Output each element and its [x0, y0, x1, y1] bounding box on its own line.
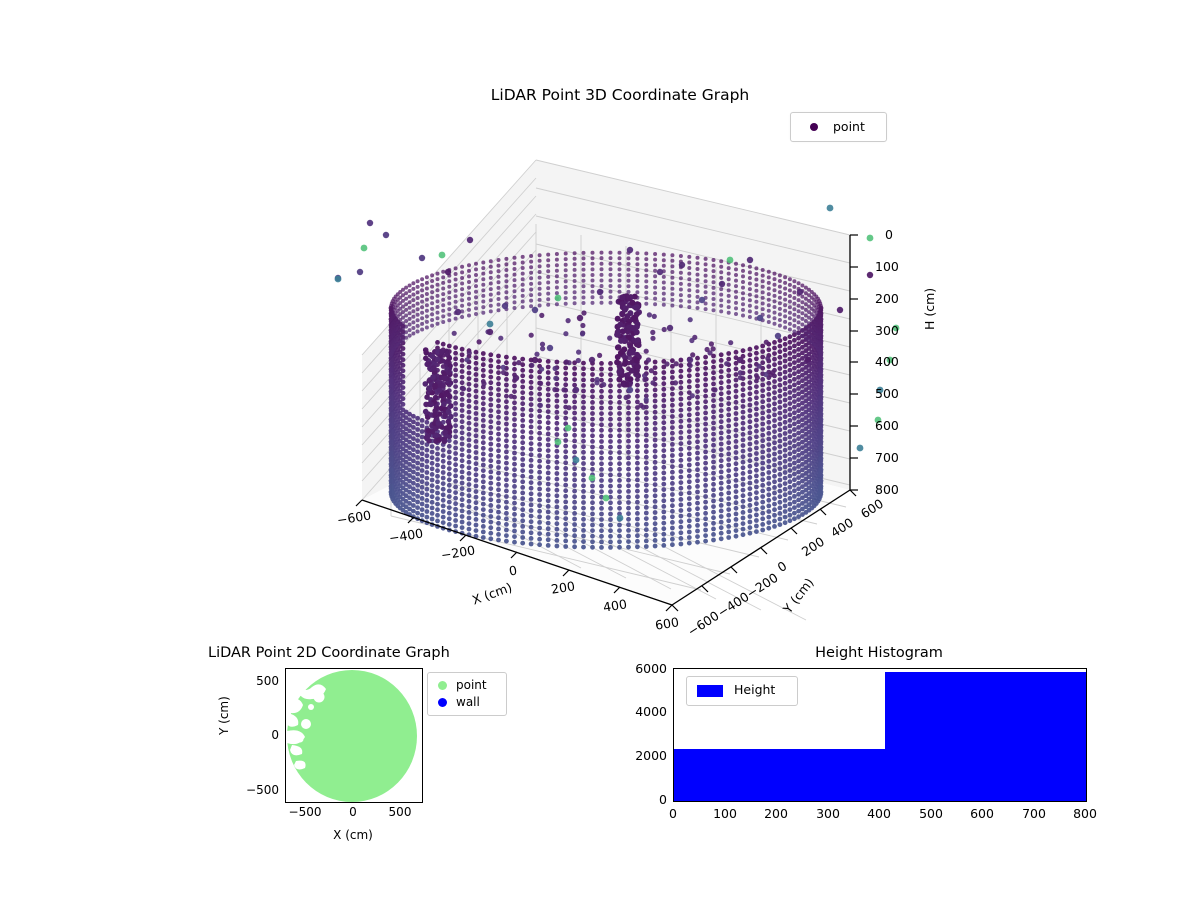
- plot2d-x-tick: 0: [349, 805, 357, 819]
- z-tick-label: 300: [875, 323, 899, 338]
- histogram-legend[interactable]: Height: [686, 676, 798, 706]
- plot2d-y-axis-label: Y (cm): [217, 696, 231, 735]
- legend-wall-label: wall: [456, 695, 480, 709]
- plot2d-x-tick: 500: [389, 805, 412, 819]
- histogram-x-tick: 100: [713, 806, 737, 821]
- z-tick-label: 400: [875, 354, 899, 369]
- histogram-x-tick: 0: [669, 806, 677, 821]
- histogram-bar: [885, 672, 1086, 801]
- histogram-title: Height Histogram: [815, 645, 943, 661]
- plot3d-canvas: [330, 60, 970, 640]
- figure-canvas: LiDAR Point 3D Coordinate Graph point: [0, 0, 1200, 900]
- lidar-3d-plot-panel: LiDAR Point 3D Coordinate Graph point: [330, 60, 970, 640]
- histogram-x-tick: 500: [919, 806, 943, 821]
- plot2d-x-axis-label: X (cm): [333, 828, 373, 842]
- histogram-x-tick: 200: [764, 806, 788, 821]
- histogram-y-tick: 0: [659, 792, 667, 807]
- plot2d-y-tick: 0: [271, 728, 279, 742]
- z-tick-label: 0: [885, 227, 893, 242]
- histogram-x-tick: 300: [816, 806, 840, 821]
- histogram-y-tick: 6000: [635, 661, 667, 676]
- legend-wall-marker-icon: [438, 698, 447, 707]
- plot2d-x-tick: −500: [289, 805, 322, 819]
- histogram-x-tick: 700: [1022, 806, 1046, 821]
- point-cloud-2d: [287, 670, 417, 802]
- plot2d-axes[interactable]: [285, 668, 423, 803]
- histogram-x-tick: 800: [1073, 806, 1097, 821]
- histogram-x-tick: 600: [970, 806, 994, 821]
- plot2d-y-tick: 500: [256, 674, 279, 688]
- plot2d-y-tick: −500: [246, 783, 279, 797]
- legend-point-label: point: [456, 678, 487, 692]
- z-tick-label: 200: [875, 291, 899, 306]
- histogram-bar: [674, 749, 885, 801]
- z-axis-label: H (cm): [922, 288, 937, 330]
- legend-height-label: Height: [734, 682, 775, 697]
- z-tick-label: 700: [875, 450, 899, 465]
- plot2d-title: LiDAR Point 2D Coordinate Graph: [208, 645, 450, 661]
- plot2d-legend[interactable]: point wall: [427, 672, 507, 716]
- z-tick-label: 500: [875, 386, 899, 401]
- z-tick-label: 600: [875, 418, 899, 433]
- z-tick-label: 100: [875, 259, 899, 274]
- histogram-x-tick: 400: [867, 806, 891, 821]
- lidar-2d-plot-panel: LiDAR Point 2D Coordinate Graph: [195, 640, 535, 870]
- z-tick-label: 800: [875, 482, 899, 497]
- plot2d-canvas: [286, 669, 422, 802]
- height-histogram-panel: Height Histogram Height 0 2000 4000 6000…: [600, 640, 1120, 870]
- histogram-y-tick: 2000: [635, 748, 667, 763]
- legend-height-swatch-icon: [697, 685, 723, 697]
- legend-point-marker-icon: [438, 681, 447, 690]
- histogram-y-tick: 4000: [635, 704, 667, 719]
